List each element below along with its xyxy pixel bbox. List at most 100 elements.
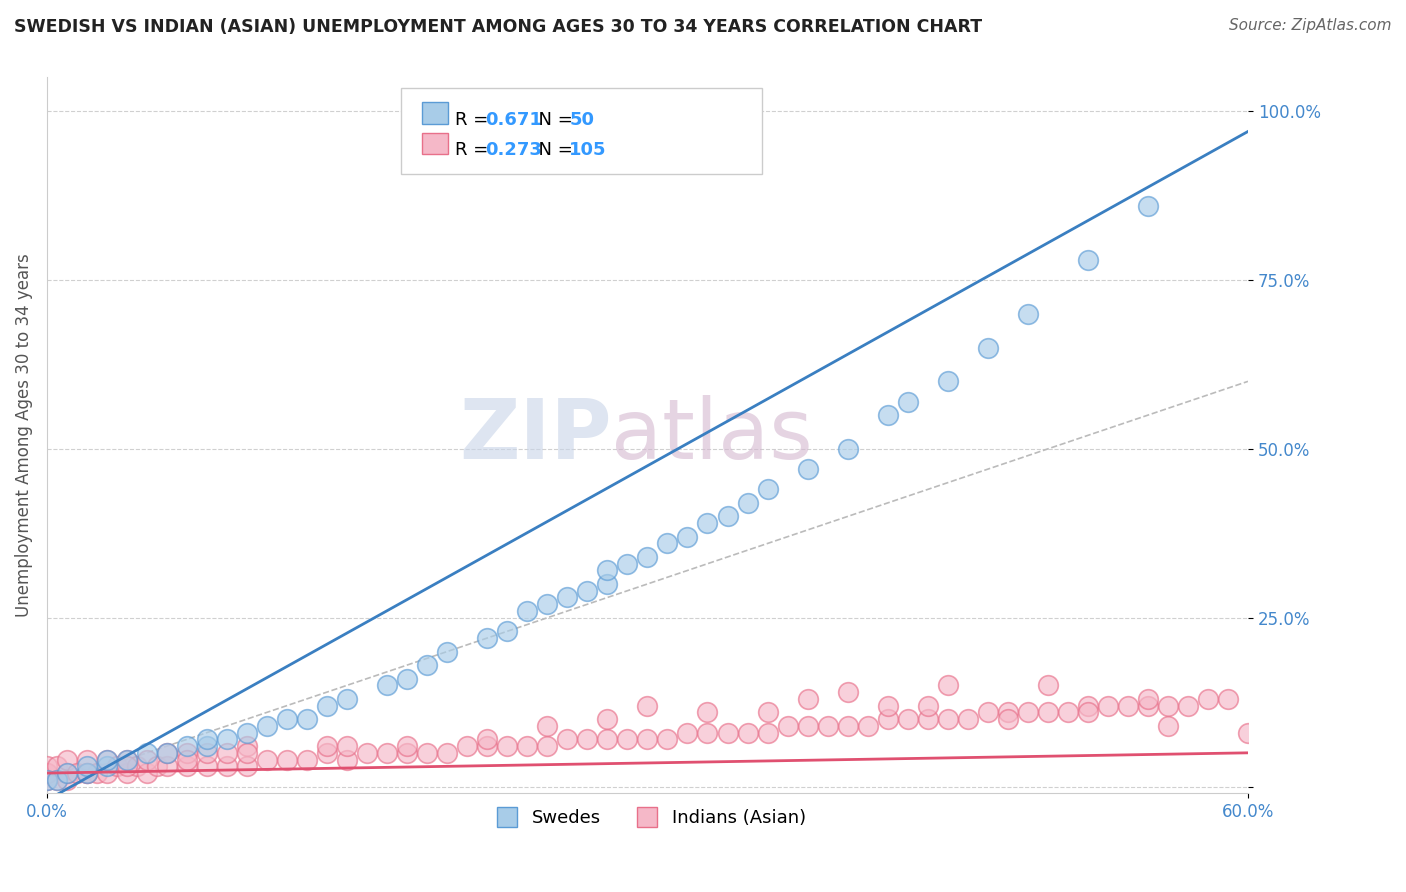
- Point: [146, 759, 169, 773]
- Point: [96, 753, 118, 767]
- Legend: Swedes, Indians (Asian): Swedes, Indians (Asian): [482, 802, 813, 834]
- Point: [236, 746, 259, 760]
- Point: [496, 739, 519, 753]
- Point: [1077, 252, 1099, 267]
- Point: [396, 739, 419, 753]
- Point: [375, 678, 398, 692]
- Point: [1216, 691, 1239, 706]
- Point: [1157, 719, 1180, 733]
- Point: [936, 712, 959, 726]
- Point: [35, 759, 58, 773]
- Point: [716, 725, 738, 739]
- Point: [105, 759, 128, 773]
- Point: [195, 739, 218, 753]
- Point: [636, 732, 658, 747]
- Point: [215, 732, 238, 747]
- Point: [56, 772, 79, 787]
- Point: [336, 691, 359, 706]
- Point: [396, 746, 419, 760]
- Point: [56, 753, 79, 767]
- Point: [1157, 698, 1180, 713]
- Point: [256, 753, 278, 767]
- Point: [76, 753, 98, 767]
- Point: [536, 719, 558, 733]
- Point: [76, 766, 98, 780]
- Point: [136, 766, 159, 780]
- Point: [716, 509, 738, 524]
- Point: [356, 746, 378, 760]
- FancyBboxPatch shape: [422, 103, 449, 124]
- Point: [616, 732, 638, 747]
- Point: [1017, 706, 1039, 720]
- Point: [66, 766, 89, 780]
- Point: [596, 732, 619, 747]
- Point: [136, 753, 159, 767]
- Point: [756, 706, 779, 720]
- Point: [817, 719, 839, 733]
- Point: [997, 706, 1019, 720]
- Point: [276, 712, 298, 726]
- Point: [876, 712, 898, 726]
- Point: [1237, 725, 1260, 739]
- Point: [215, 759, 238, 773]
- FancyBboxPatch shape: [422, 133, 449, 154]
- Point: [977, 706, 1000, 720]
- Point: [696, 516, 718, 531]
- Text: 0.671: 0.671: [485, 112, 543, 129]
- Text: N =: N =: [527, 112, 579, 129]
- Point: [115, 753, 138, 767]
- Point: [316, 746, 339, 760]
- Point: [35, 772, 58, 787]
- Point: [96, 759, 118, 773]
- Point: [657, 536, 679, 550]
- Point: [1177, 698, 1199, 713]
- Point: [176, 739, 198, 753]
- Point: [496, 624, 519, 639]
- Point: [477, 631, 499, 645]
- Point: [1197, 691, 1219, 706]
- Point: [696, 725, 718, 739]
- Point: [76, 766, 98, 780]
- Text: R =: R =: [456, 112, 495, 129]
- Point: [536, 739, 558, 753]
- Point: [1136, 698, 1159, 713]
- Point: [596, 564, 619, 578]
- Point: [396, 672, 419, 686]
- Point: [657, 732, 679, 747]
- Point: [256, 719, 278, 733]
- Point: [416, 746, 439, 760]
- Point: [1136, 199, 1159, 213]
- Point: [215, 746, 238, 760]
- Point: [56, 766, 79, 780]
- Point: [756, 483, 779, 497]
- Point: [616, 557, 638, 571]
- Text: Source: ZipAtlas.com: Source: ZipAtlas.com: [1229, 18, 1392, 33]
- Point: [316, 739, 339, 753]
- Point: [477, 732, 499, 747]
- Point: [195, 732, 218, 747]
- Point: [156, 746, 179, 760]
- Point: [477, 739, 499, 753]
- Point: [977, 341, 1000, 355]
- Point: [897, 712, 920, 726]
- Point: [456, 739, 478, 753]
- Point: [416, 658, 439, 673]
- Point: [1017, 307, 1039, 321]
- Point: [436, 644, 458, 658]
- Point: [917, 698, 939, 713]
- Point: [557, 732, 579, 747]
- Point: [1116, 698, 1139, 713]
- Point: [1136, 691, 1159, 706]
- Point: [176, 753, 198, 767]
- Point: [636, 549, 658, 564]
- Point: [596, 712, 619, 726]
- Point: [76, 766, 98, 780]
- Text: SWEDISH VS INDIAN (ASIAN) UNEMPLOYMENT AMONG AGES 30 TO 34 YEARS CORRELATION CHA: SWEDISH VS INDIAN (ASIAN) UNEMPLOYMENT A…: [14, 18, 983, 36]
- Point: [156, 746, 179, 760]
- Point: [195, 746, 218, 760]
- Point: [876, 408, 898, 422]
- Point: [796, 691, 818, 706]
- Point: [796, 719, 818, 733]
- Point: [1056, 706, 1078, 720]
- Text: N =: N =: [527, 141, 579, 159]
